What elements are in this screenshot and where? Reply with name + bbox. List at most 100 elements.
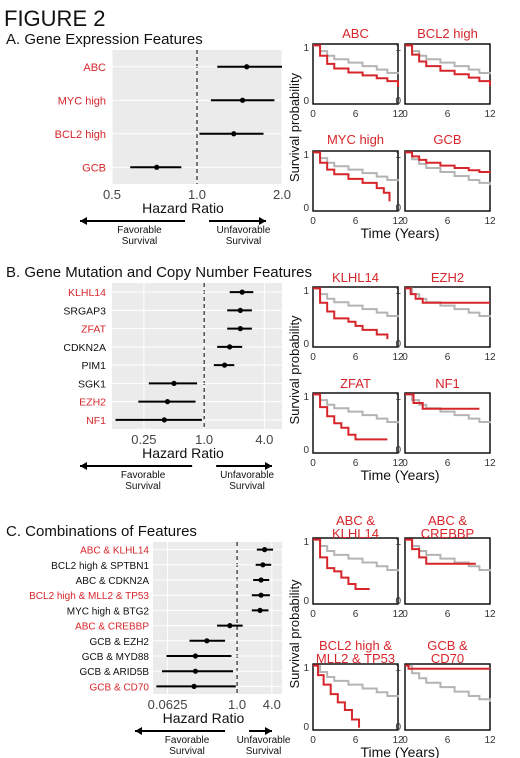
km-xtick-label: 12: [392, 735, 404, 746]
arrow-caption-unfavorable: Survival: [226, 236, 262, 247]
km-group-curve: [313, 664, 361, 728]
km-reference-curve: [313, 538, 399, 572]
figure-title: FIGURE 2: [4, 6, 105, 31]
forest-tick-label: 4.0: [263, 697, 281, 712]
hazard-ratio-point: [164, 399, 171, 405]
km-panel-title: CD70: [431, 651, 464, 666]
km-ytick-label: 0: [303, 203, 309, 214]
km-plot-frame: [312, 286, 399, 348]
km-group-curve: [313, 287, 389, 340]
km-xtick-label: 12: [484, 609, 496, 620]
km-ytick-label: 1: [303, 663, 309, 674]
km-xtick-label: 0: [402, 735, 408, 746]
forest-xlabel: Hazard Ratio: [142, 200, 224, 216]
arrow-caption-favorable: Favorable: [121, 470, 166, 481]
km-reference-curve: [405, 151, 491, 186]
hazard-ratio-point: [237, 307, 243, 313]
km-panel-title: MYC high: [327, 132, 384, 147]
arrow-caption-favorable: Favorable: [117, 225, 162, 236]
km-ytick-label: 1: [395, 392, 401, 403]
arrow-caption-unfavorable: Unfavorable: [217, 225, 271, 236]
km-group-curve: [313, 393, 388, 441]
km-xtick-label: 0: [310, 735, 316, 746]
arrow-caption-favorable: Favorable: [165, 735, 210, 746]
section-title: A. Gene Expression Features: [6, 31, 203, 48]
forest-row-label: ABC & KLHL14: [80, 546, 149, 557]
hazard-ratio-point: [204, 638, 210, 644]
km-panel-title: KLHL14: [332, 526, 379, 541]
arrow-caption-unfavorable: Unfavorable: [220, 470, 274, 481]
km-xtick-label: 0: [402, 216, 408, 227]
km-xtick-label: 6: [445, 458, 451, 469]
km-group-curve: [405, 44, 491, 86]
forest-tick-label: 2.0: [273, 187, 291, 202]
km-reference-curve: [313, 393, 399, 424]
hazard-ratio-point: [227, 623, 233, 629]
arrow-caption-favorable: Survival: [169, 746, 205, 757]
km-panel-title: BCL2 high &: [319, 638, 392, 653]
forest-row-label: MYC high & BTG2: [67, 606, 150, 617]
km-group-curve: [405, 287, 490, 304]
km-plot-frame: [404, 286, 491, 348]
km-ytick-label: 0: [303, 596, 309, 607]
km-xtick-label: 0: [310, 109, 316, 120]
hazard-ratio-point: [258, 592, 264, 598]
arrow-head: [135, 727, 142, 735]
forest-xlabel: Hazard Ratio: [142, 445, 224, 461]
km-panel-title: MLL2 & TP53: [316, 651, 395, 666]
km-reference-curve: [313, 44, 399, 75]
hazard-ratio-point: [244, 64, 250, 70]
km-ytick-label: 0: [395, 339, 401, 350]
forest-row-label: PIM1: [81, 360, 106, 372]
km-xtick-label: 12: [484, 735, 496, 746]
km-xtick-label: 12: [392, 458, 404, 469]
km-xtick-label: 12: [392, 109, 404, 120]
arrow-head: [265, 727, 272, 735]
km-panel-title: GCB: [433, 132, 461, 147]
forest-panel: [153, 542, 282, 694]
forest-tick-label: 4.0: [255, 432, 273, 447]
hazard-ratio-point: [231, 131, 237, 137]
km-ytick-label: 0: [395, 96, 401, 107]
km-ytick-label: 1: [303, 286, 309, 297]
km-ytick-label: 0: [395, 203, 401, 214]
km-xtick-label: 6: [353, 458, 359, 469]
km-reference-curve: [405, 393, 491, 424]
hazard-ratio-point: [257, 607, 263, 614]
km-plot-frame: [404, 537, 491, 605]
km-xtick-label: 12: [392, 216, 404, 227]
forest-row-label: GCB & CD70: [90, 682, 150, 693]
hazard-ratio-point: [221, 362, 228, 368]
km-reference-curve: [405, 664, 491, 702]
km-panel-title: KLHL14: [332, 270, 379, 285]
km-group-curve: [313, 44, 399, 87]
km-plot-frame: [312, 392, 399, 454]
hazard-ratio-point: [191, 683, 197, 690]
forest-row-label: SRGAP3: [63, 305, 106, 317]
forest-tick-label: 1.0: [228, 697, 246, 712]
forest-row-label: GCB & MYD88: [82, 652, 150, 663]
km-xtick-label: 0: [402, 352, 408, 363]
km-xtick-label: 0: [402, 109, 408, 120]
km-xtick-label: 0: [402, 609, 408, 620]
km-group-curve: [405, 664, 490, 670]
km-plot-frame: [312, 537, 399, 605]
forest-row-label: CDKN2A: [63, 342, 106, 354]
km-xtick-label: 12: [484, 352, 496, 363]
km-xtick-label: 0: [310, 609, 316, 620]
km-ylabel: Survival probability: [287, 72, 302, 182]
forest-row-label: EZH2: [79, 397, 106, 409]
km-group-curve: [405, 151, 491, 174]
km-xtick-label: 12: [392, 352, 404, 363]
km-xtick-label: 0: [310, 458, 316, 469]
hazard-ratio-point: [171, 380, 177, 386]
arrow-caption-unfavorable: Survival: [229, 481, 265, 492]
km-plot-frame: [312, 150, 399, 212]
forest-tick-label: 0.0625: [148, 697, 188, 712]
forest-row-label: KLHL14: [68, 287, 106, 299]
km-panel-title: ABC: [342, 26, 369, 41]
forest-tick-label: 1.0: [195, 432, 213, 447]
arrow-caption-unfavorable: Survival: [246, 746, 282, 757]
forest-row-label: MYC high: [58, 95, 106, 107]
